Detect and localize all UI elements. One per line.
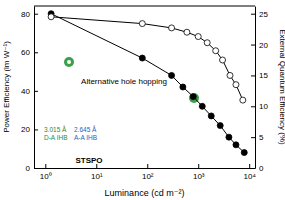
point [227, 72, 233, 78]
tick-label: 60 [21, 48, 30, 57]
point [48, 14, 54, 20]
point [180, 84, 186, 90]
tick-label: 10⁰ [40, 172, 52, 181]
tick: 60 [21, 48, 38, 57]
tick: 0 [251, 164, 264, 173]
tick-mark [34, 91, 38, 92]
tick-label: 10² [142, 172, 154, 181]
point [217, 123, 223, 129]
tick-mark [45, 164, 46, 168]
point [226, 134, 232, 140]
icon-dot [67, 60, 71, 64]
annotation: 2.645 Å [74, 125, 97, 133]
tick-label: 15 [259, 71, 268, 80]
annotation: STSPO [75, 156, 102, 165]
tick: 10² [142, 164, 154, 181]
tick: 25 [251, 10, 268, 19]
tick-mark [251, 14, 255, 15]
axis-line [35, 168, 256, 169]
x-axis: 10⁰ 10¹ 10² 10³ 10⁴ [35, 164, 257, 181]
tick-label: 20 [21, 125, 30, 134]
point [199, 103, 205, 109]
tick-mark [251, 106, 255, 107]
tick-label: 10 [259, 102, 268, 111]
tick-mark [34, 168, 38, 169]
tick: 40 [21, 87, 38, 96]
point [241, 150, 247, 156]
tick-label: 5 [259, 133, 264, 142]
point [233, 82, 239, 88]
point [220, 57, 226, 63]
annotation: A-A IHB [74, 134, 97, 141]
x-axis-title: Luminance (cd m⁻²) [105, 188, 185, 198]
tick-label: 80 [21, 10, 30, 19]
tick-label: 40 [21, 87, 30, 96]
chart: 10⁰10¹10²10³10⁴0204060800510152025Lumina… [0, 0, 285, 200]
tick-label: 0 [26, 164, 31, 173]
annotation: D-A IHB [44, 134, 67, 141]
axis-line [255, 7, 256, 169]
y-axis: 0 20 40 60 80 [21, 7, 38, 174]
tick: 10 [251, 102, 268, 111]
axis-line [34, 7, 35, 169]
tick-label: 10³ [193, 172, 205, 181]
annotation: Alternative hole hopping [81, 77, 167, 86]
series-line [51, 17, 243, 100]
tick-mark [251, 75, 255, 76]
point [139, 21, 145, 27]
tick-mark [249, 164, 250, 168]
tick-mark [34, 129, 38, 130]
plot-marks [48, 11, 247, 156]
tick-mark [147, 164, 148, 168]
tick: 10⁴ [244, 164, 257, 181]
tick: 0 [26, 164, 38, 173]
point [184, 29, 190, 35]
tick: 15 [251, 71, 268, 80]
tick: 10³ [193, 164, 205, 181]
point [213, 48, 219, 54]
frame-top [34, 6, 255, 7]
icon [64, 57, 74, 67]
series-line [51, 14, 244, 153]
tick: 5 [251, 133, 264, 142]
point [195, 34, 201, 40]
tick-label: 25 [259, 10, 268, 19]
tick-mark [251, 45, 255, 46]
point [208, 113, 214, 119]
tick: 20 [21, 125, 38, 134]
y-axis-title: Power Efficiency (lm W⁻¹) [2, 41, 11, 133]
y2-axis: 0 5 10 15 20 25 [251, 7, 268, 174]
annotation: 3.015 Å [44, 125, 67, 133]
tick-mark [34, 14, 38, 15]
point [139, 55, 145, 61]
point [240, 97, 246, 103]
tick-mark [251, 137, 255, 138]
point [204, 40, 210, 46]
point [190, 94, 196, 100]
point [169, 72, 175, 78]
tick-mark [34, 52, 38, 53]
tick-label: 20 [259, 41, 268, 50]
tick: 80 [21, 10, 38, 19]
tick-label: 0 [259, 164, 264, 173]
tick-mark [198, 164, 199, 168]
tick-mark [251, 168, 255, 169]
point [233, 142, 239, 148]
tick: 10⁰ [40, 164, 52, 181]
point [169, 25, 175, 31]
tick-label: 10¹ [91, 172, 103, 181]
y2-axis-title: External Quantum Efficiency (%) [278, 29, 285, 145]
tick: 20 [251, 41, 268, 50]
icon-circle [64, 57, 74, 67]
tick: 10¹ [91, 164, 103, 181]
tick-label: 10⁴ [244, 172, 257, 181]
